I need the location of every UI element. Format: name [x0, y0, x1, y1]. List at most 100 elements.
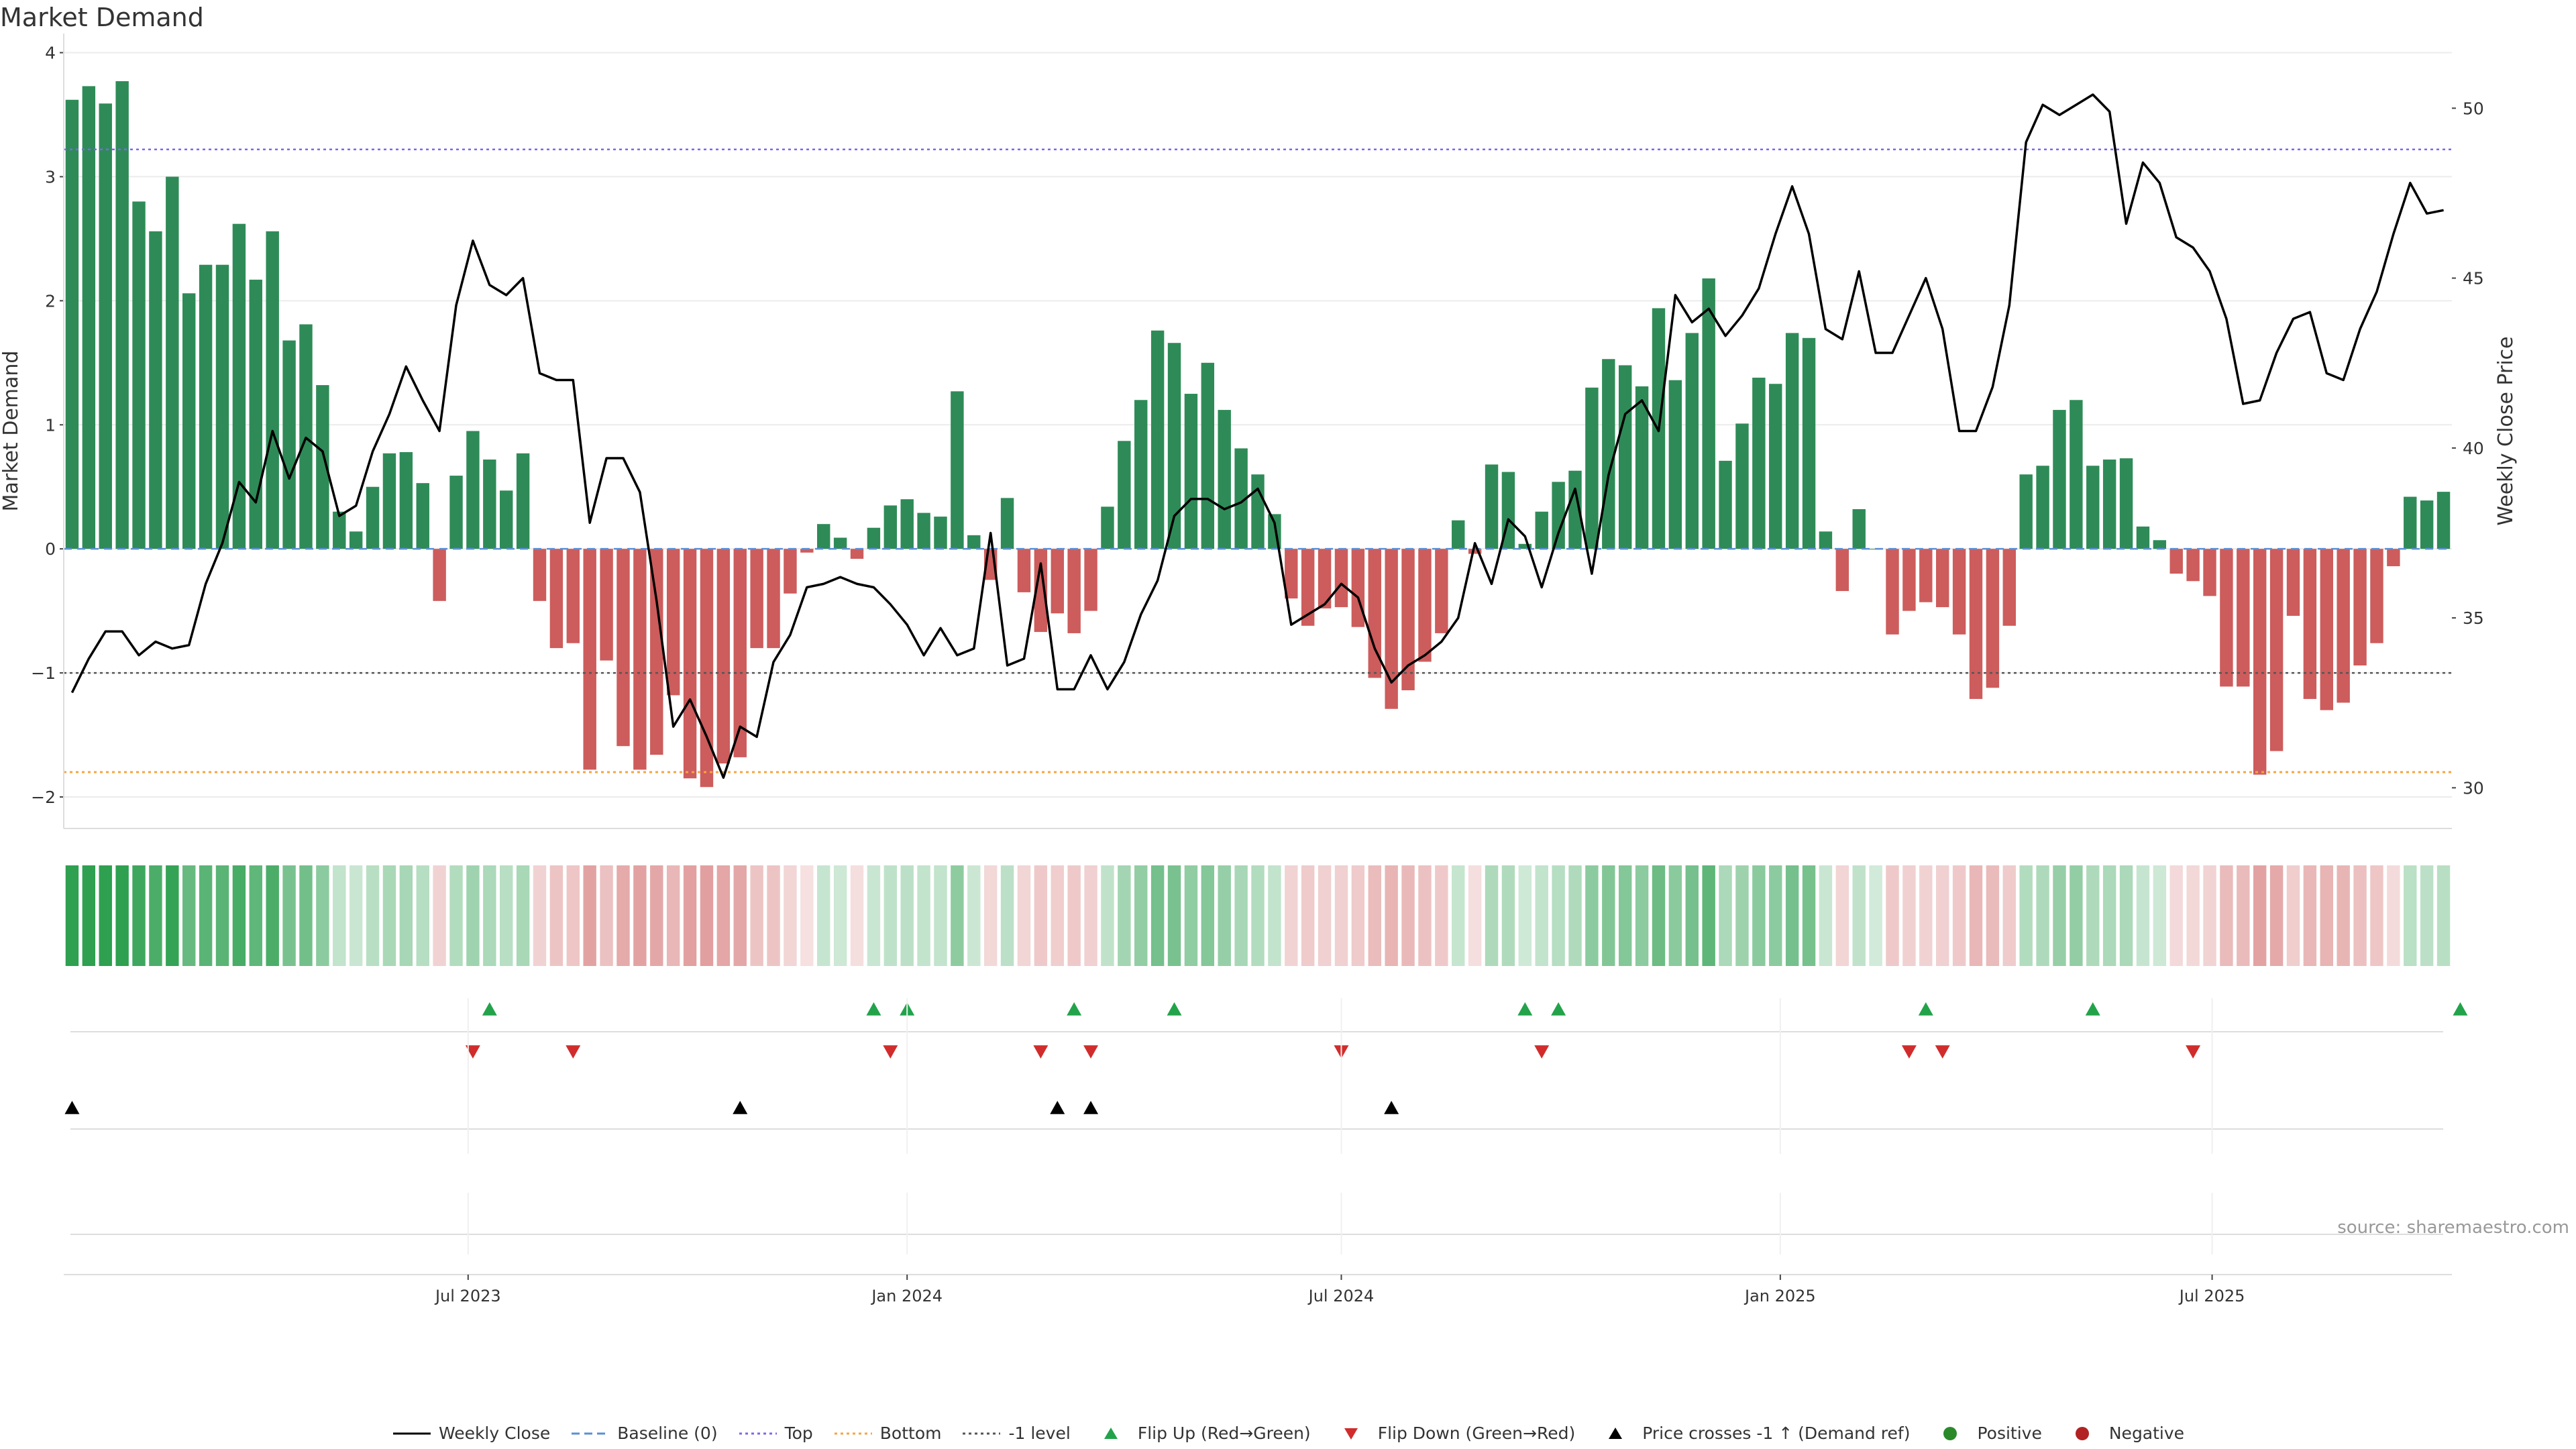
- legend-swatch-flip-up: [1104, 1427, 1118, 1439]
- demand-bar-positive: [1802, 337, 1816, 549]
- demand-bar-negative: [1902, 549, 1916, 611]
- flip-down-marker: [1083, 1045, 1099, 1059]
- demand-bar-negative: [1919, 549, 1933, 602]
- flip-up-marker: [2085, 1002, 2100, 1016]
- demand-bar-positive: [366, 486, 380, 549]
- heat-cell: [1685, 865, 1699, 966]
- demand-bar-positive: [1118, 441, 1131, 549]
- demand-bar-positive: [1150, 330, 1165, 549]
- demand-bar-positive: [132, 201, 146, 549]
- heat-cell: [750, 865, 763, 966]
- heat-cell: [215, 865, 229, 966]
- flip-down-marker: [566, 1045, 581, 1059]
- heat-cell: [983, 865, 998, 966]
- heat-cell: [2436, 865, 2451, 966]
- heat-cell: [1334, 865, 1348, 966]
- legend-item-bottom: Bottom: [833, 1424, 941, 1443]
- demand-bar-positive: [2436, 492, 2451, 549]
- demand-bar-positive: [1735, 423, 1749, 549]
- demand-bar-positive: [500, 490, 513, 549]
- demand-bar-negative: [1986, 549, 2000, 688]
- demand-bar-positive: [2420, 500, 2434, 549]
- demand-bar-positive: [382, 453, 396, 549]
- heat-cell: [1769, 865, 1782, 966]
- demand-bar-positive: [1518, 543, 1532, 549]
- heat-cell: [2404, 865, 2417, 966]
- heat-cell: [900, 865, 914, 966]
- flip-up-marker: [1517, 1002, 1533, 1016]
- heat-cell: [2320, 865, 2333, 966]
- demand-bar-negative: [2387, 549, 2400, 567]
- heat-cell: [1067, 865, 1081, 966]
- y-axis-label: Market Demand: [0, 351, 23, 512]
- demand-bar-negative: [733, 549, 747, 757]
- heat-cell: [1401, 865, 1415, 966]
- demand-bar-negative: [2186, 549, 2200, 582]
- demand-bar-negative: [2370, 549, 2383, 643]
- heat-cell: [2086, 865, 2100, 966]
- price-cross-marker: [733, 1101, 748, 1114]
- demand-bar-negative: [784, 549, 797, 594]
- heat-cell: [2153, 865, 2167, 966]
- x-tick-label: Jan 2024: [870, 1287, 943, 1305]
- demand-bar-positive: [1201, 362, 1215, 549]
- y2-tick-label: 50: [2463, 99, 2484, 118]
- heat-cell: [583, 865, 596, 966]
- demand-bars: [65, 81, 2451, 788]
- demand-bar-positive: [900, 499, 914, 549]
- demand-bar-positive: [466, 431, 480, 549]
- flip-up-marker: [2453, 1002, 2468, 1016]
- demand-bar-positive: [249, 279, 263, 549]
- heat-cell: [800, 865, 814, 966]
- price-cross-marker: [1050, 1101, 1065, 1114]
- heat-cell: [516, 865, 530, 966]
- heat-cell: [850, 865, 864, 966]
- x-axis-ticks: Jul 2023 Jan 2024 Jul 2024 Jan 2025 Jul 2025: [64, 998, 2452, 1305]
- level-lines: [64, 148, 2452, 773]
- flip-down-marker: [2186, 1045, 2201, 1059]
- demand-bar-positive: [2404, 496, 2417, 549]
- price-cross-marker: [64, 1101, 80, 1114]
- demand-bar-positive: [1218, 410, 1231, 549]
- heat-cell: [1318, 865, 1332, 966]
- demand-bar-negative: [2303, 549, 2317, 699]
- demand-bar-positive: [1234, 448, 1248, 549]
- demand-bar-positive: [2136, 526, 2150, 549]
- heat-cell: [1886, 865, 1899, 966]
- heat-cell: [1535, 865, 1548, 966]
- demand-bar-positive: [449, 476, 463, 549]
- legend-item-positive: Positive: [1930, 1424, 2042, 1443]
- demand-bar-positive: [1668, 380, 1682, 549]
- heat-cell: [1101, 865, 1114, 966]
- heat-cell: [433, 865, 446, 966]
- heat-cell: [149, 865, 162, 966]
- heat-cell: [199, 865, 213, 966]
- demand-bar-positive: [215, 264, 229, 549]
- legend-swatch-weekly-close: [392, 1432, 431, 1434]
- demand-bar-positive: [2102, 460, 2116, 549]
- demand-bar-positive: [299, 324, 313, 549]
- demand-bar-negative: [533, 549, 547, 601]
- demand-bar-positive: [867, 527, 881, 549]
- legend-label-weekly-close: Weekly Close: [438, 1424, 551, 1443]
- heat-cell: [1835, 865, 1849, 966]
- heat-cell: [466, 865, 480, 966]
- demand-bar-positive: [1535, 511, 1548, 549]
- legend-item-weekly-close: Weekly Close: [392, 1424, 550, 1443]
- heat-cell: [333, 865, 346, 966]
- flip-down-marker: [1901, 1045, 1917, 1059]
- heat-cell: [65, 865, 79, 966]
- heat-cell: [2019, 865, 2033, 966]
- legend-swatch-positive: [1943, 1426, 1957, 1440]
- heat-cell: [1501, 865, 1515, 966]
- demand-bar-positive: [1568, 470, 1582, 549]
- demand-bar-positive: [282, 340, 296, 549]
- heat-cell: [382, 865, 396, 966]
- heat-cell: [2102, 865, 2116, 966]
- demand-bar-positive: [1101, 506, 1114, 549]
- y2-tick-label: 40: [2463, 439, 2484, 458]
- heat-cell: [1351, 865, 1365, 966]
- demand-bar-positive: [2119, 458, 2133, 549]
- x-tick-label: Jan 2025: [1743, 1287, 1816, 1305]
